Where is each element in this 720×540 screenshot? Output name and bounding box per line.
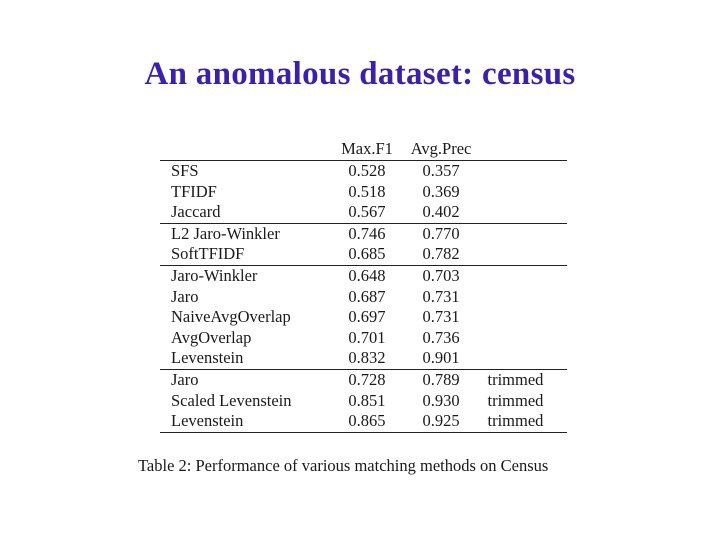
note-cell [480, 287, 568, 308]
table-row: Jaro 0.687 0.731 [160, 287, 567, 308]
max-f1-cell: 0.528 [348, 161, 386, 180]
table-header-row: Max.F1 Avg.Prec [160, 138, 567, 161]
max-f1-cell: 0.697 [348, 307, 386, 327]
method-cell: L2 Jaro-Winkler [160, 222, 332, 245]
table-row: SFS 0.528 0.357 [160, 161, 567, 182]
table-row: Levenstein 0.865 0.925 trimmed [160, 411, 567, 433]
max-f1-cell: 0.701 [348, 327, 386, 347]
header-note [479, 138, 567, 161]
note-cell: trimmed [479, 411, 567, 433]
max-f1-cell: 0.832 [348, 348, 386, 368]
header-avg-prec: Avg.Prec [402, 138, 480, 161]
header-method [160, 138, 332, 161]
avg-prec-cell: 0.357 [422, 161, 460, 180]
max-f1-cell: 0.518 [348, 181, 386, 201]
table-row: AvgOverlap 0.701 0.736 [160, 328, 567, 349]
avg-prec-cell: 0.789 [402, 368, 480, 391]
max-f1-cell: 0.865 [331, 411, 403, 433]
max-f1-cell: 0.685 [348, 244, 386, 264]
method-cell: TFIDF [171, 181, 217, 201]
note-cell: trimmed [487, 390, 544, 410]
note-cell [480, 182, 568, 203]
note-cell: trimmed [479, 368, 567, 391]
method-cell: SFS [171, 161, 199, 180]
table-caption: Table 2: Performance of various matching… [138, 456, 549, 475]
note-cell [480, 328, 568, 349]
method-cell: NaiveAvgOverlap [171, 307, 291, 327]
avg-prec-cell: 0.703 [402, 264, 480, 287]
avg-prec-cell: 0.736 [422, 327, 460, 347]
note-cell [480, 307, 568, 328]
table-row: NaiveAvgOverlap 0.697 0.731 [160, 307, 567, 328]
method-cell: Jaro-Winkler [160, 264, 332, 287]
method-cell: Jaccard [171, 202, 221, 222]
table-body: SFS 0.528 0.357 TFIDF 0.518 0.369 Jaccard 0.567… [160, 161, 567, 433]
table-row: Jaro 0.728 0.789 trimmed [160, 368, 567, 391]
max-f1-cell: 0.851 [348, 390, 386, 410]
max-f1-cell: 0.648 [331, 264, 403, 287]
avg-prec-cell: 0.782 [422, 244, 460, 264]
table-row: Jaccard 0.567 0.402 [160, 202, 567, 223]
max-f1-cell: 0.567 [348, 202, 386, 222]
method-cell: Levenstein [160, 411, 332, 433]
note-cell [480, 244, 568, 265]
method-cell: Levenstein [171, 348, 244, 368]
note-cell [479, 264, 567, 287]
avg-prec-cell: 0.901 [422, 348, 460, 368]
avg-prec-cell: 0.770 [402, 222, 480, 245]
table-row: SoftTFIDF 0.685 0.782 [160, 244, 567, 265]
max-f1-cell: 0.687 [348, 286, 386, 306]
avg-prec-cell: 0.925 [402, 411, 480, 433]
max-f1-cell: 0.746 [331, 222, 403, 245]
table-row: L2 Jaro-Winkler 0.746 0.770 [160, 222, 567, 245]
table-row: Levenstein 0.832 0.901 [160, 348, 567, 369]
method-cell: Scaled Levenstein [171, 390, 292, 410]
note-cell [479, 222, 567, 245]
note-cell [480, 161, 568, 182]
method-cell: Jaro [160, 368, 332, 391]
avg-prec-cell: 0.930 [422, 390, 460, 410]
avg-prec-cell: 0.731 [422, 307, 460, 327]
method-cell: AvgOverlap [171, 327, 252, 347]
table-row: Jaro-Winkler 0.648 0.703 [160, 264, 567, 287]
table-row: Scaled Levenstein 0.851 0.930 trimmed [160, 391, 567, 412]
slide-title: An anomalous dataset: census [144, 56, 576, 92]
table-row: TFIDF 0.518 0.369 [160, 182, 567, 203]
max-f1-cell: 0.728 [331, 368, 403, 391]
method-cell: SoftTFIDF [171, 244, 245, 264]
avg-prec-cell: 0.731 [422, 286, 460, 306]
results-table: Max.F1 Avg.Prec SFS 0.528 0.357 TFIDF 0.518 0… [160, 138, 567, 433]
method-cell: Jaro [171, 286, 199, 306]
note-cell [480, 202, 568, 223]
header-max-f1: Max.F1 [331, 138, 403, 161]
note-cell [480, 348, 568, 369]
avg-prec-cell: 0.402 [422, 202, 460, 222]
avg-prec-cell: 0.369 [422, 181, 460, 201]
